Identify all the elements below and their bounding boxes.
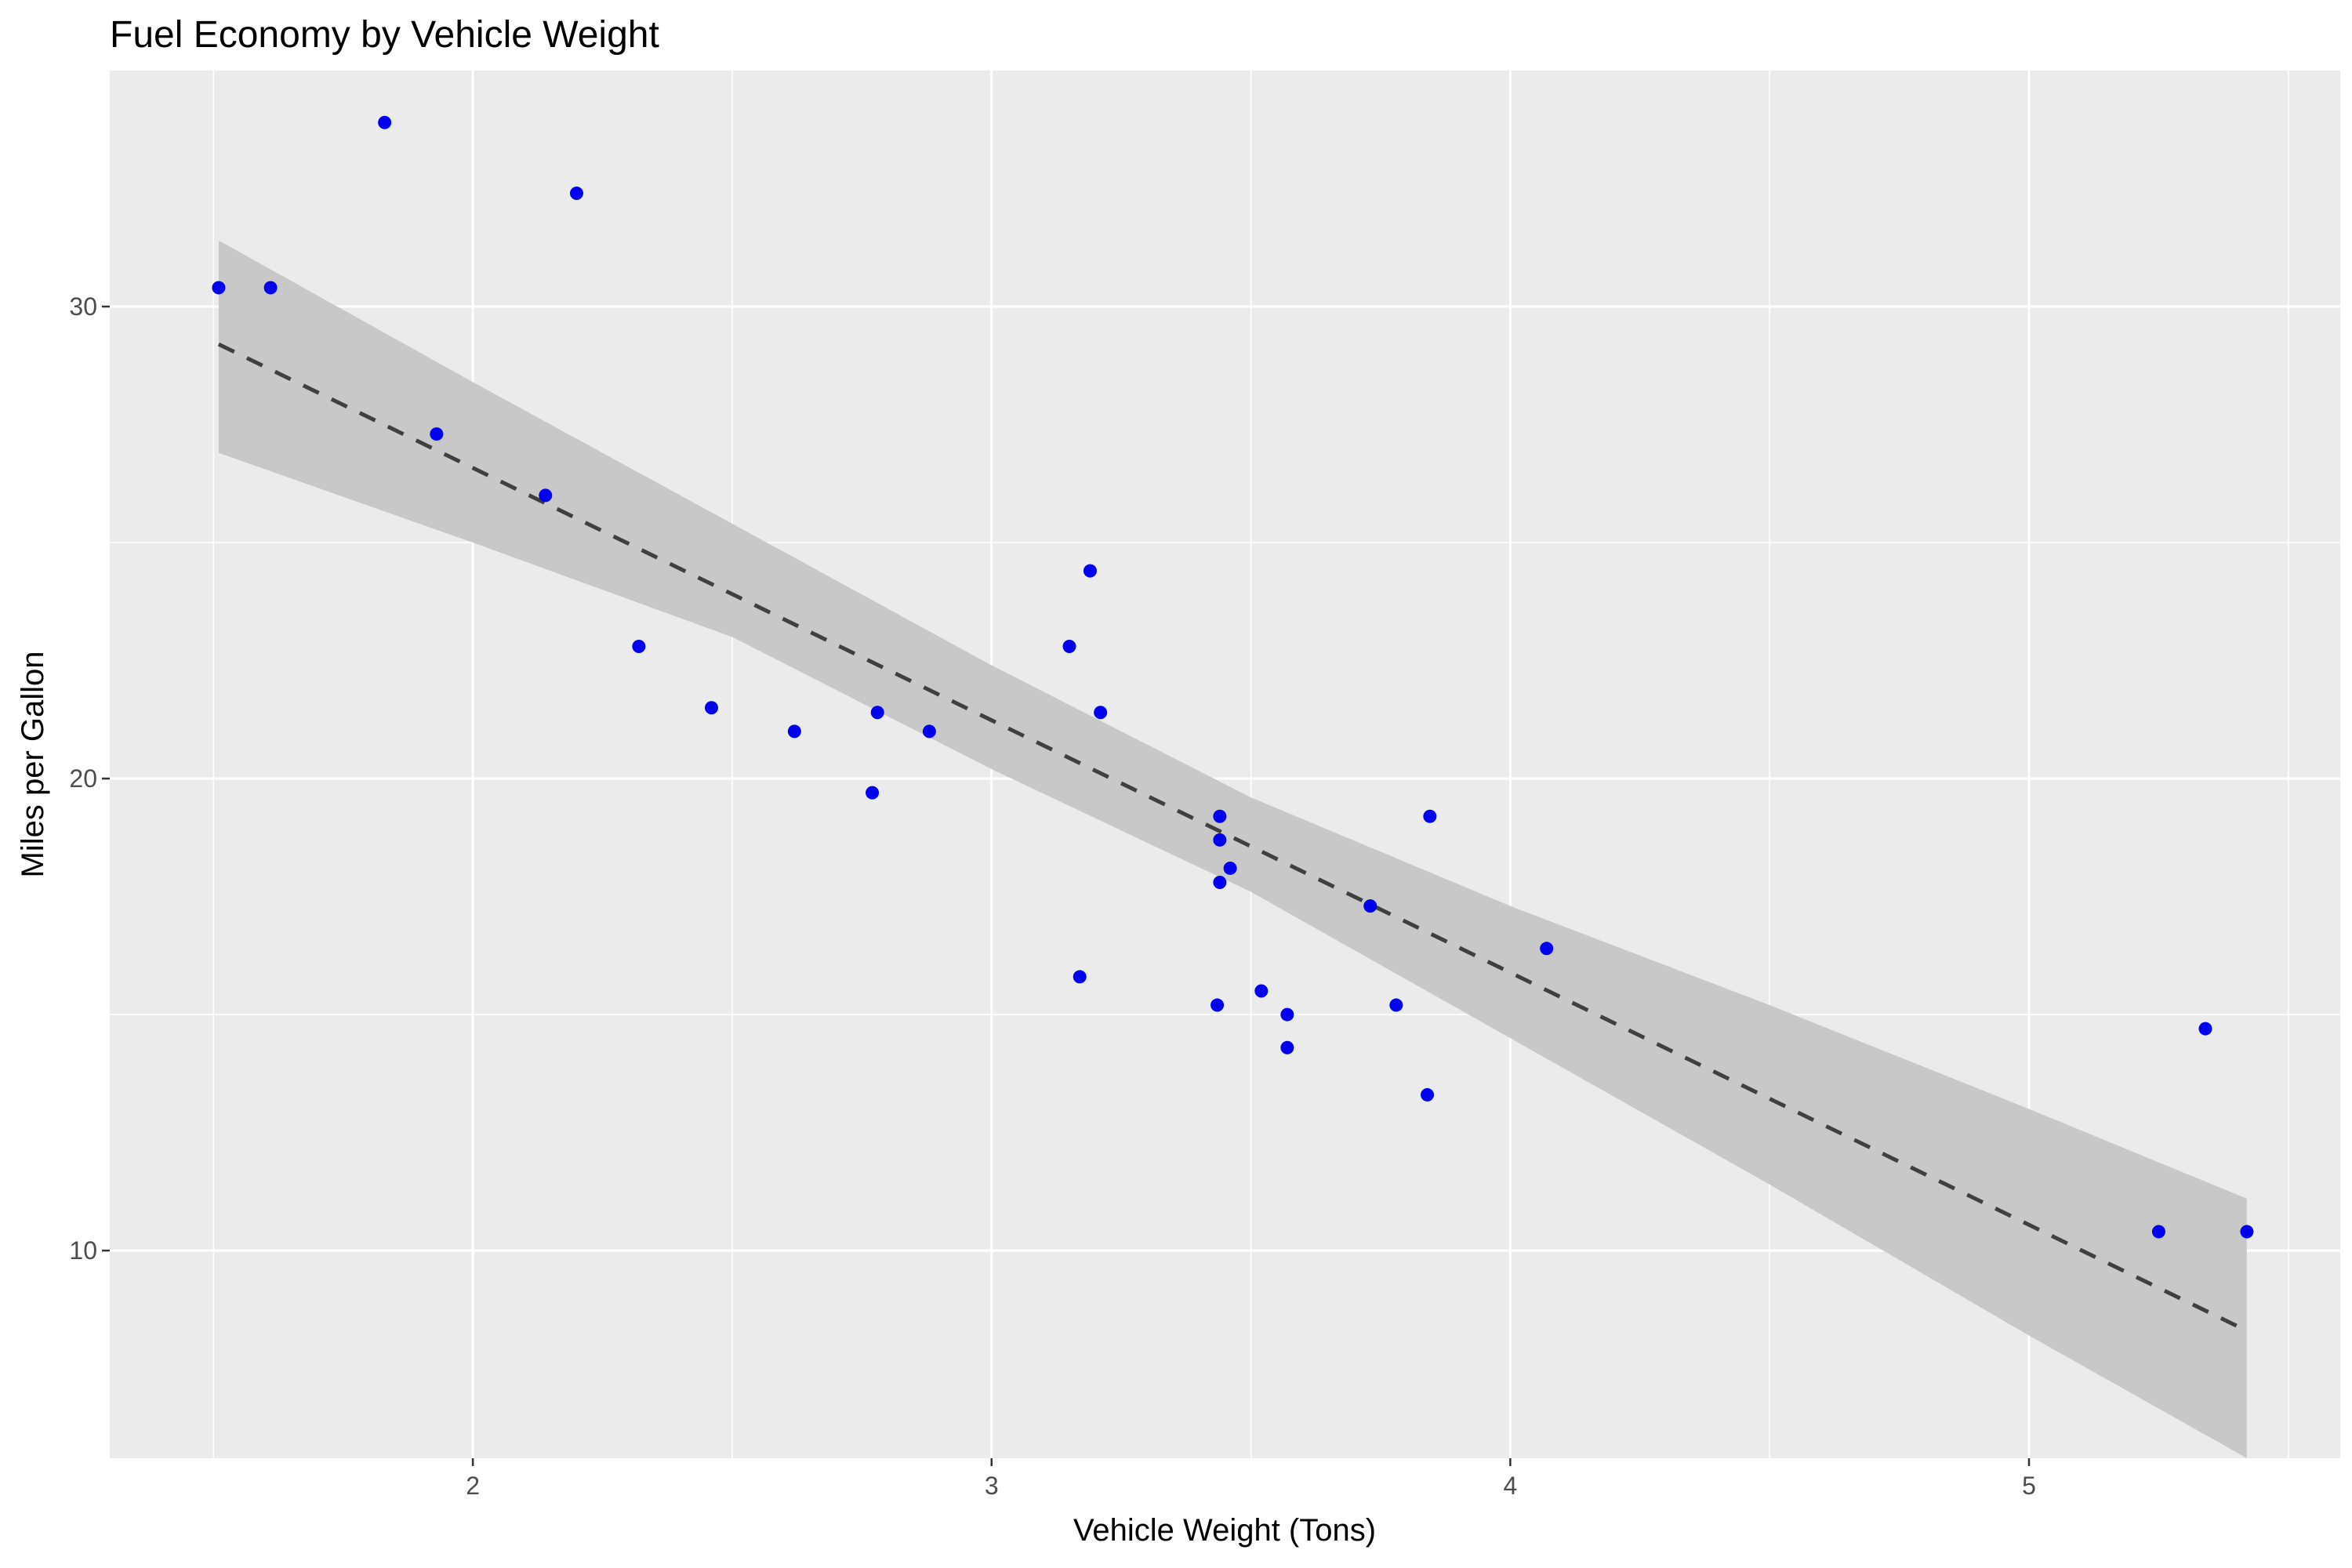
data-point: [1389, 998, 1403, 1012]
data-point: [263, 281, 278, 295]
data-point: [1540, 942, 1554, 956]
grid-major-lines: [110, 71, 2340, 1458]
data-point: [1254, 984, 1269, 998]
confidence-band: [218, 240, 2247, 1459]
y-axis-title: Miles per Gallon: [16, 651, 50, 877]
data-point: [1083, 564, 1097, 578]
data-points: [212, 115, 2254, 1239]
y-tick-label: 30: [69, 292, 97, 321]
data-point: [539, 488, 553, 503]
data-point: [1423, 809, 1437, 823]
data-point: [430, 427, 444, 441]
x-tick-label: 2: [466, 1472, 480, 1500]
data-point: [569, 187, 583, 201]
data-point: [704, 701, 718, 715]
data-point: [1363, 899, 1377, 913]
data-point: [1421, 1087, 1435, 1102]
data-point: [1213, 833, 1227, 847]
data-point: [212, 281, 226, 295]
data-point: [632, 639, 646, 653]
y-tick-label: 10: [69, 1236, 97, 1265]
data-point: [1280, 1007, 1294, 1022]
data-point: [866, 786, 880, 800]
data-point: [787, 724, 801, 739]
data-point: [1062, 639, 1076, 653]
data-point: [1280, 1040, 1294, 1054]
data-point: [2198, 1022, 2212, 1036]
data-point: [1213, 809, 1227, 823]
data-point: [1223, 861, 1237, 875]
x-tick-label: 3: [985, 1472, 999, 1500]
data-point: [1213, 876, 1227, 890]
x-tick-label: 4: [1503, 1472, 1517, 1500]
data-point: [378, 115, 392, 129]
data-point: [922, 724, 936, 739]
y-axis: 10 20 30: [69, 292, 110, 1265]
x-tick-label: 5: [2022, 1472, 2036, 1500]
data-point: [1073, 970, 1087, 984]
x-axis: 2 3 4 5: [466, 1458, 2036, 1500]
data-point: [2240, 1225, 2254, 1239]
data-point: [1094, 706, 1108, 720]
chart-title: Fuel Economy by Vehicle Weight: [110, 14, 659, 56]
data-point: [2151, 1225, 2165, 1239]
data-point: [870, 706, 884, 720]
y-tick-label: 20: [69, 764, 97, 793]
x-axis-title: Vehicle Weight (Tons): [1073, 1513, 1376, 1548]
data-point: [1210, 998, 1225, 1012]
